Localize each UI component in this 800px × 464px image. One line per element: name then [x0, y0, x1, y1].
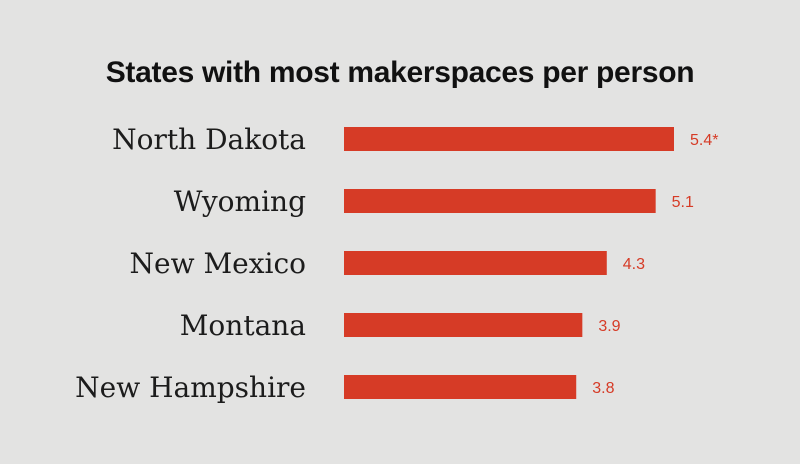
value-label: 5.1	[672, 194, 694, 211]
category-label: Montana	[180, 309, 306, 342]
value-label: 4.3	[623, 256, 645, 273]
category-label: New Mexico	[130, 247, 306, 280]
value-label: 3.9	[598, 318, 620, 335]
value-label: 5.4*	[690, 132, 718, 149]
value-label: 3.8	[592, 380, 614, 397]
category-label: New Hampshire	[75, 371, 306, 404]
bar	[344, 127, 674, 151]
category-label: Wyoming	[174, 185, 306, 218]
bar	[344, 251, 607, 275]
chart-title: States with most makerspaces per person	[105, 56, 695, 89]
category-label: North Dakota	[112, 123, 306, 156]
bar	[344, 313, 583, 337]
bar	[344, 375, 577, 399]
bar	[344, 189, 656, 213]
